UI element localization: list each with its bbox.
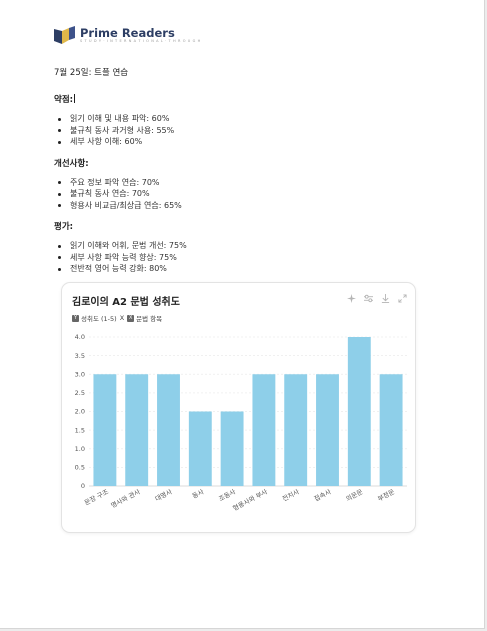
y-tick-label: 0 xyxy=(81,482,85,490)
section-improvements-title: 개선사항: xyxy=(54,158,89,169)
y-tick-label: 3.0 xyxy=(75,370,85,378)
evaluation-list: 읽기 이해와 어휘, 문법 개선: 75% 세부 사항 파악 능력 향상: 75… xyxy=(54,240,424,275)
bar xyxy=(252,374,276,486)
expand-icon[interactable] xyxy=(398,294,407,303)
list-item: 불규칙 동사 과거형 사용: 55% xyxy=(58,125,424,137)
improvements-list: 주요 정보 파악 연습: 70% 불규칙 동사 연습: 70% 형용사 비교급/… xyxy=(54,177,424,212)
x-tick-label: 접속사 xyxy=(312,487,332,503)
list-item: 불규칙 동사 연습: 70% xyxy=(58,188,424,200)
x-tick-label: 부정문 xyxy=(376,487,396,503)
axis-separator: X xyxy=(119,314,125,322)
y-tick-label: 4.0 xyxy=(75,333,85,341)
bar xyxy=(316,374,339,486)
x-tick-label: 의문문 xyxy=(344,487,364,503)
list-item: 읽기 이해 및 내용 파악: 60% xyxy=(58,113,424,125)
y-tick-label: 1.0 xyxy=(75,445,85,453)
y-tick-label: 2.5 xyxy=(75,389,85,397)
bar xyxy=(93,374,117,486)
bar-chart: 0 0.5 1.0 1.5 2.0 2.5 3.0 3.5 4.0 문장 구조 명사와 관사 대명사 동… xyxy=(75,333,407,513)
settings-sliders-icon[interactable] xyxy=(364,294,373,303)
y-tick-label: 1.5 xyxy=(75,426,85,434)
section-evaluation-title: 평가: xyxy=(54,222,74,232)
x-tick-label: 형용사와 부사 xyxy=(231,487,269,513)
brand-logo: Prime Readers S T U D Y · I N T E R N A … xyxy=(54,26,201,44)
y-tick-label: 3.5 xyxy=(75,352,85,360)
book-logo-icon xyxy=(54,26,75,44)
y-axis-badge: Y xyxy=(72,314,79,322)
x-tick-label: 전치사 xyxy=(281,487,301,503)
weaknesses-list: 읽기 이해 및 내용 파악: 60% 불규칙 동사 과거형 사용: 55% 세부… xyxy=(54,113,424,148)
brand-tagline: S T U D Y · I N T E R N A T I O N A L · … xyxy=(80,38,201,43)
chart-axis-legend: Y 성취도 (1-5) X X 문법 항목 xyxy=(72,313,162,323)
y-tick-label: 2.0 xyxy=(75,408,85,416)
list-item: 주요 정보 파악 연습: 70% xyxy=(58,177,424,189)
list-item: 형용사 비교급/최상급 연습: 65% xyxy=(58,200,424,212)
bar xyxy=(379,374,403,486)
text-cursor xyxy=(74,94,76,103)
x-tick-label: 문장 구조 xyxy=(83,487,110,507)
x-axis-badge: X xyxy=(127,314,135,322)
x-tick-label: 조동사 xyxy=(217,487,237,503)
bar xyxy=(284,374,308,486)
chart-toolbar xyxy=(347,294,407,303)
chart-title: 김로이의 A2 문법 성취도 xyxy=(72,297,180,308)
sparkle-icon[interactable] xyxy=(347,294,356,303)
x-tick-label: 명사와 관사 xyxy=(109,487,141,510)
y-tick-label: 0.5 xyxy=(75,464,85,472)
list-item: 읽기 이해와 어휘, 문법 개선: 75% xyxy=(58,240,424,252)
download-icon[interactable] xyxy=(381,294,390,303)
document-title: 7월 25일: 트플 연습 xyxy=(54,68,129,78)
y-axis-label: 성취도 (1-5) xyxy=(81,315,117,323)
document-body: 7월 25일: 트플 연습 약점: 읽기 이해 및 내용 파악: 60% 불규칙… xyxy=(54,66,424,284)
x-axis-label: 문법 항목 xyxy=(136,315,163,323)
section-weaknesses-title: 약점: xyxy=(54,93,424,105)
x-tick-label: 동사 xyxy=(190,487,205,501)
bar xyxy=(220,411,244,486)
list-item: 세부 사항 파악 능력 향상: 75% xyxy=(58,252,424,264)
list-item: 전반적 영어 능력 강화: 80% xyxy=(58,263,424,275)
bar xyxy=(157,374,180,486)
bar xyxy=(188,411,212,486)
brand-name: Prime Readers xyxy=(80,25,175,40)
bar xyxy=(125,374,149,486)
bar xyxy=(347,337,371,486)
list-item: 세부 사항 이해: 60% xyxy=(58,136,424,148)
section-title-text: 약점: xyxy=(54,95,74,105)
x-tick-label: 대명사 xyxy=(153,487,173,503)
chart-card: 김로이의 A2 문법 성취도 xyxy=(61,282,416,533)
